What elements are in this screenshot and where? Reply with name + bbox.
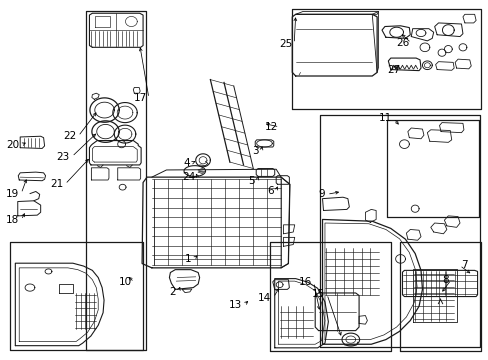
Text: 16: 16 xyxy=(298,277,311,287)
Text: 10: 10 xyxy=(119,277,132,287)
Text: 3: 3 xyxy=(252,146,259,156)
Text: 17: 17 xyxy=(133,93,147,103)
Text: 1: 1 xyxy=(185,254,191,264)
Text: 4: 4 xyxy=(183,158,189,168)
Text: 9: 9 xyxy=(318,189,325,199)
Text: 13: 13 xyxy=(228,300,242,310)
Text: 11: 11 xyxy=(378,113,391,123)
Text: 15: 15 xyxy=(311,289,325,299)
Text: 26: 26 xyxy=(395,38,408,48)
Text: 18: 18 xyxy=(6,215,19,225)
Text: 21: 21 xyxy=(50,179,63,189)
Text: 5: 5 xyxy=(248,176,255,186)
Text: 7: 7 xyxy=(461,260,467,270)
Text: 27: 27 xyxy=(386,64,400,75)
Text: 14: 14 xyxy=(258,293,271,303)
Text: 23: 23 xyxy=(57,152,70,162)
Text: 12: 12 xyxy=(264,122,277,132)
Text: 19: 19 xyxy=(6,189,19,199)
Text: 20: 20 xyxy=(6,140,19,150)
Text: 25: 25 xyxy=(279,39,292,49)
Text: 6: 6 xyxy=(266,186,273,197)
Text: 24: 24 xyxy=(182,172,195,182)
Text: 2: 2 xyxy=(169,287,176,297)
Text: 8: 8 xyxy=(442,275,448,285)
Text: 22: 22 xyxy=(63,131,76,141)
